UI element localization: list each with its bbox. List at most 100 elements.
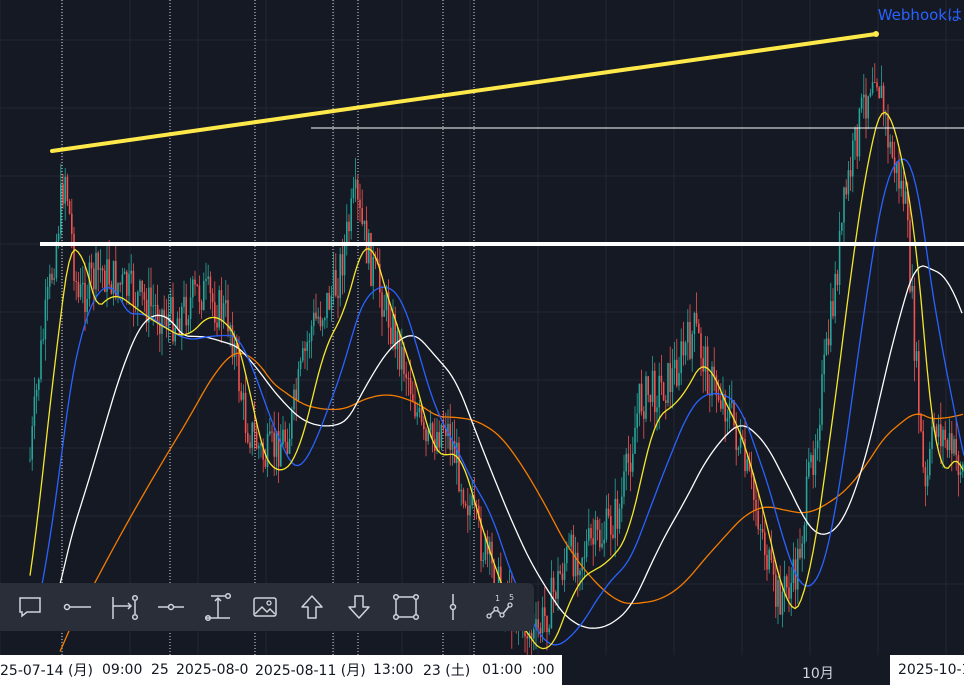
candle-body [722,394,724,409]
candle-body [880,85,883,99]
candle-body [205,278,207,282]
webhook-link[interactable]: Webhookは [877,6,962,24]
candle-body [482,560,484,562]
candle-body [805,476,808,526]
candle-body [777,580,779,607]
candle-body [660,375,663,383]
image-button[interactable] [241,587,288,627]
candle-body [407,377,410,379]
candle-body [887,114,889,148]
candle-body [592,538,594,545]
time-axis[interactable]: 25-07-14 (月) 09:00 25 2025-08-0 2025-08-… [0,655,964,685]
candle-body [863,94,865,98]
candle-body [427,430,429,442]
candle-body [645,376,647,419]
candle-body [847,170,850,195]
candle-body [865,94,867,119]
candle-body [904,191,907,204]
candle-body [693,313,696,335]
path-button[interactable]: 1 5 [476,587,523,627]
candle-body [222,303,225,322]
candle-body [97,252,99,270]
candle-body [90,262,93,269]
horizontal-line-button[interactable] [147,587,194,627]
date-range-button[interactable] [100,587,147,627]
candle-body [62,184,64,204]
candle-body [750,470,753,478]
candle-body [194,279,196,285]
candle-body [533,628,535,639]
candle-body [812,455,814,475]
candle-body [123,271,126,275]
candle-body [924,467,927,487]
vertical-line-button[interactable] [429,587,476,627]
candle-body [211,293,214,303]
candle-body [557,570,559,599]
price-range-button[interactable] [194,587,241,627]
candle-body [544,607,546,616]
candle-body [167,313,170,327]
candle-body [770,549,773,561]
candle-body [900,180,902,189]
arrow-up-button[interactable] [288,587,335,627]
candle-body [214,302,216,323]
candle-body [825,338,828,355]
candle-body [181,306,183,336]
candle-body [352,188,355,199]
candle-body [330,295,333,310]
candle-body [757,510,759,530]
candle-body [33,396,36,427]
candle-body [53,278,55,280]
candle-body [293,389,295,410]
candle-body [940,424,942,447]
candle-body [614,498,616,538]
candle-body [251,422,253,448]
candle-body [119,283,121,285]
candle-body [929,448,931,476]
candle-body [165,316,168,327]
candle-body [856,127,858,157]
candle-body [755,499,757,511]
time-label: 25 [151,662,169,678]
candle-body [570,534,572,547]
rectangle-icon [392,593,419,621]
time-label: 2025-08-0 [176,662,249,678]
candle-body [99,268,102,270]
text-note-button[interactable] [6,587,53,627]
rectangle-button[interactable] [382,587,429,627]
candle-body [605,508,608,540]
candle-body [106,259,108,292]
candle-body [145,299,148,323]
candle-body [339,254,341,298]
candle-body [255,431,258,449]
candle-body [401,346,403,370]
candle-body [154,304,157,306]
candle-body [783,576,786,592]
horizontal-ray-button[interactable] [53,587,100,627]
candle-body [121,274,124,285]
candle-body [332,270,335,296]
arrow-down-button[interactable] [335,587,382,627]
candle-body [942,429,944,447]
candle-body [198,285,201,302]
candle-body [130,270,132,274]
candle-body [711,366,713,396]
candle-body [324,318,326,321]
candle-body [31,426,33,460]
candle-body [810,455,812,463]
candle-body [242,392,245,400]
candle-body [387,292,390,328]
candle-body [163,309,165,317]
candle-body [398,330,401,370]
candle-body [673,359,676,369]
candle-body [284,429,286,442]
trendline-yellow [50,32,878,153]
candle-body [684,342,687,356]
candle-body [42,339,44,341]
candle-body [803,525,806,544]
candle-body [183,296,185,307]
time-label: 25-07-14 (月) [0,663,93,679]
candle-body [867,96,869,119]
candle-body [403,346,405,374]
